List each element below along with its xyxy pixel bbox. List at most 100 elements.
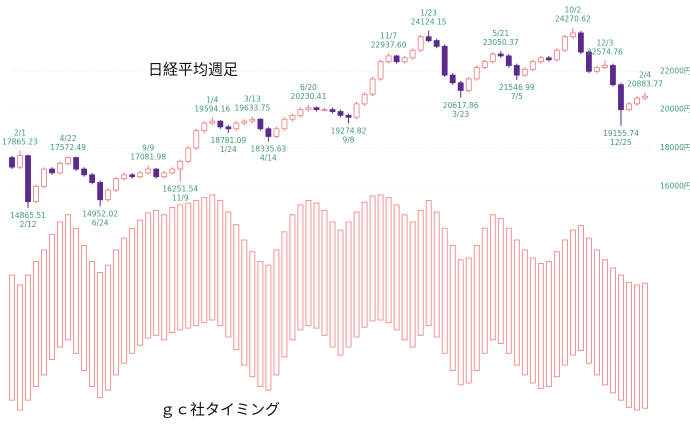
candle-body — [441, 45, 448, 76]
timing-bar — [401, 214, 408, 341]
timing-bar — [289, 214, 296, 341]
timing-bar — [521, 249, 528, 376]
candle-body — [586, 51, 592, 72]
annotation-date: 4/14 — [260, 154, 277, 163]
timing-bar — [329, 221, 336, 348]
candle-body — [594, 67, 600, 72]
candle-body — [537, 57, 544, 63]
annotation-date: 3/23 — [452, 110, 469, 119]
candle-body — [73, 157, 80, 170]
timing-bar — [441, 227, 448, 354]
timing-bar — [425, 199, 432, 326]
annotation-date: 2/12 — [20, 220, 37, 229]
timing-bar — [353, 211, 360, 338]
timing-bar — [433, 211, 440, 338]
candle-body — [217, 120, 224, 128]
timing-bar — [577, 225, 584, 352]
candle-body — [497, 53, 504, 57]
timing-bar — [377, 194, 384, 321]
annotation-date: 2/1 — [14, 129, 26, 138]
chart-title: ｇｃ社タイミング — [160, 401, 280, 419]
candle-body — [409, 49, 416, 59]
timing-bar — [57, 221, 63, 348]
candle-body — [529, 61, 536, 70]
annotation-price: 22937.60 — [371, 40, 407, 49]
annotation-date: 2/4 — [639, 71, 651, 80]
annotation-price: 23050.37 — [483, 38, 519, 47]
timing-bar — [137, 219, 144, 346]
candle-body — [393, 55, 400, 63]
candle-body — [425, 36, 432, 41]
timing-bar — [473, 244, 480, 371]
annotation-price: 14952.02 — [82, 209, 118, 218]
candle-body — [257, 118, 264, 130]
timing-bar — [201, 197, 208, 324]
annotation-price: 14865.51 — [10, 211, 46, 220]
annotation-date: 11/9 — [172, 193, 189, 202]
candle-body — [97, 182, 104, 201]
annotation-price: 19594.16 — [194, 104, 230, 113]
timing-bar — [273, 249, 280, 376]
timing-bar — [529, 257, 536, 384]
annotation-date: 6/20 — [300, 83, 317, 92]
y-tick-label: 22000円 — [660, 66, 690, 75]
annotation-date: 3/13 — [244, 95, 261, 104]
annotation-price: 18781.09 — [210, 136, 246, 145]
candlestick-chart: 16000円18000円20000円22000円2/117865.232/121… — [2, 6, 690, 229]
candle-body — [345, 114, 352, 118]
timing-bar — [545, 261, 552, 388]
timing-bar — [481, 227, 488, 354]
candle-body — [401, 57, 408, 63]
timing-bar — [297, 204, 304, 331]
timing-bar — [241, 239, 248, 366]
candle-body — [297, 109, 304, 116]
candle-body — [233, 122, 240, 130]
candle-body — [337, 111, 344, 116]
y-tick-label: 18000円 — [660, 143, 690, 152]
annotation-date: 6/24 — [92, 218, 109, 227]
candle-body — [241, 120, 248, 124]
timing-bar — [409, 221, 416, 348]
range_bar-chart — [9, 194, 648, 411]
candle-body — [137, 172, 144, 178]
candle-body — [353, 103, 360, 118]
candle-body — [265, 128, 272, 137]
timing-bar — [121, 237, 128, 364]
candle-body — [17, 155, 23, 168]
timing-bar — [25, 274, 31, 401]
timing-bar — [65, 214, 71, 341]
candle-body — [465, 78, 472, 91]
candle-body — [225, 126, 232, 130]
candle-body — [273, 128, 280, 137]
timing-bar — [41, 249, 47, 376]
timing-bar — [457, 259, 464, 386]
annotation-date: 4/22 — [60, 134, 77, 143]
timing-bar — [553, 251, 560, 378]
timing-bar — [153, 209, 160, 336]
candle-body — [305, 107, 312, 111]
candle-body — [417, 36, 424, 51]
candle-body — [249, 118, 256, 122]
timing-bar — [209, 194, 216, 321]
candle-body — [545, 57, 552, 61]
candle-body — [33, 185, 39, 203]
timing-bar — [569, 229, 576, 356]
timing-bar — [233, 224, 240, 351]
annotation-price: 17572.49 — [50, 143, 86, 152]
timing-bar — [105, 264, 112, 391]
timing-bar — [257, 261, 264, 388]
timing-bar — [610, 267, 616, 394]
y-tick-label: 20000円 — [660, 105, 690, 114]
candle-body — [329, 109, 336, 112]
candle-body — [602, 65, 608, 68]
annotation-date: 9/8 — [342, 136, 354, 145]
timing-bar — [161, 214, 168, 341]
candle-body — [377, 61, 384, 80]
timing-bar — [113, 249, 120, 376]
timing-bar — [449, 244, 456, 371]
timing-bar — [33, 261, 39, 388]
candle-body — [481, 61, 488, 68]
timing-bar — [89, 261, 96, 388]
candle-body — [513, 65, 520, 76]
